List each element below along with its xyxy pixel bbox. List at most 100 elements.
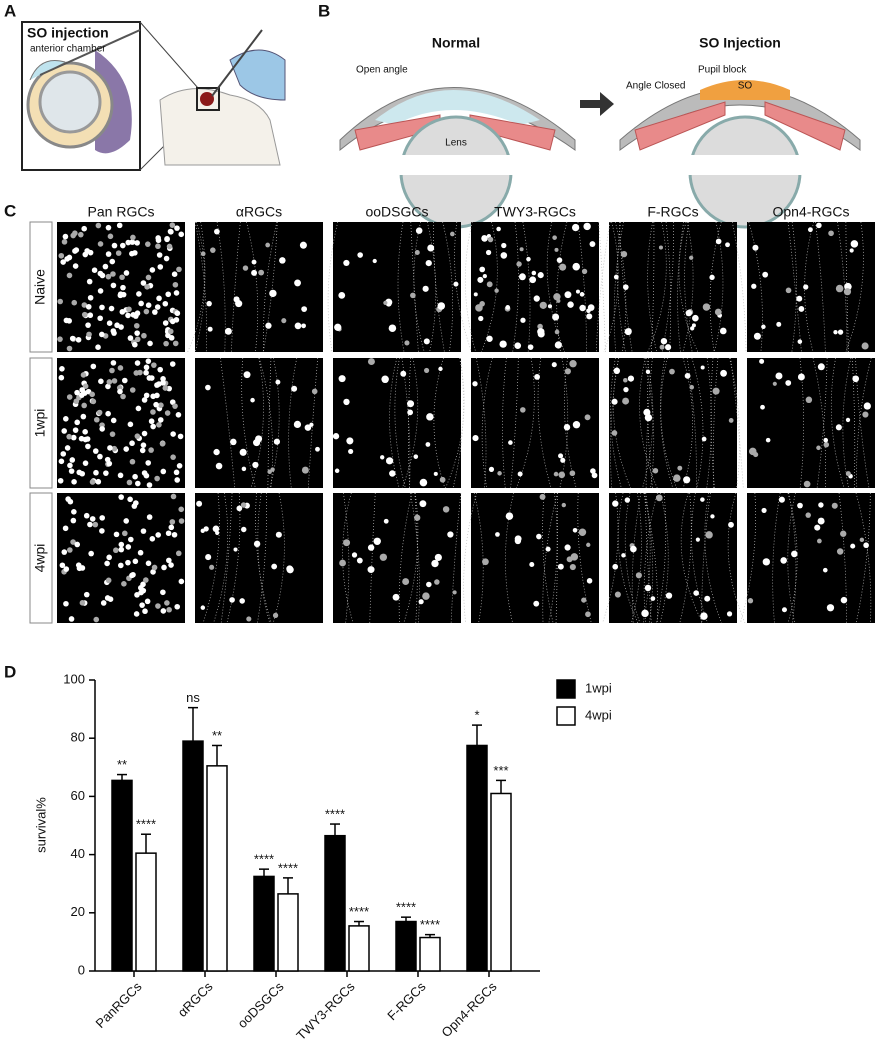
cell	[683, 476, 691, 484]
cell	[156, 252, 163, 258]
cell	[85, 303, 92, 310]
cell	[134, 240, 140, 246]
cell	[156, 422, 162, 428]
cell	[105, 410, 111, 417]
cell	[170, 431, 176, 437]
cell	[673, 474, 681, 482]
cell	[140, 280, 147, 286]
bar	[395, 920, 417, 972]
cell	[407, 400, 415, 408]
cell	[475, 304, 483, 312]
cell	[110, 417, 117, 424]
y-tick-label: 20	[71, 904, 85, 919]
cell	[472, 381, 478, 387]
cell	[652, 467, 659, 474]
cell	[613, 367, 621, 375]
cell	[110, 360, 117, 366]
cell	[572, 527, 578, 533]
cell	[79, 387, 85, 393]
cell	[196, 500, 203, 507]
cell	[835, 284, 844, 293]
cell	[104, 595, 111, 601]
cell	[157, 264, 164, 270]
cell	[105, 577, 112, 584]
cell	[836, 548, 844, 555]
cell	[265, 322, 272, 329]
cell	[117, 292, 124, 299]
cell	[166, 557, 172, 564]
cell	[128, 536, 134, 543]
significance-label: ****	[349, 904, 369, 919]
cell	[665, 344, 672, 351]
cell	[132, 250, 138, 256]
cell	[644, 413, 653, 422]
neurite	[748, 221, 763, 353]
cell	[514, 537, 522, 545]
cell	[762, 558, 771, 566]
cell	[168, 562, 174, 568]
cell	[533, 295, 540, 302]
x-tick-label: PanRGCs	[93, 979, 145, 1031]
cell	[250, 397, 255, 403]
y-tick-label: 0	[78, 962, 85, 977]
cell	[172, 340, 179, 347]
cell	[132, 473, 138, 480]
cell	[423, 338, 430, 345]
cell	[235, 300, 243, 308]
cell	[75, 336, 82, 343]
cell	[87, 312, 94, 319]
cell	[529, 561, 535, 568]
cell	[529, 276, 537, 284]
cell	[172, 281, 179, 288]
cell	[537, 323, 543, 330]
bar	[206, 765, 228, 972]
cell	[518, 273, 526, 281]
cell	[343, 259, 350, 267]
cell	[125, 559, 131, 566]
cell	[174, 603, 181, 610]
cell	[533, 600, 540, 607]
cell	[167, 328, 174, 335]
cell	[720, 369, 727, 377]
significance-label: *	[474, 708, 479, 723]
cell	[173, 469, 180, 476]
cell	[537, 328, 545, 336]
cell	[143, 364, 150, 371]
cell	[160, 376, 166, 382]
cell	[570, 553, 579, 561]
x-tick-label: αRGCs	[175, 979, 216, 1020]
cell	[845, 417, 851, 423]
cell	[70, 517, 77, 524]
cell	[87, 521, 93, 528]
cell	[388, 324, 397, 332]
cell	[134, 310, 141, 317]
legend-label: 1wpi	[585, 680, 612, 695]
cell	[91, 267, 98, 273]
cell	[434, 553, 442, 562]
cell	[210, 247, 216, 253]
cell	[425, 259, 432, 267]
cell	[107, 445, 113, 451]
cell	[134, 480, 141, 487]
cell	[833, 329, 838, 335]
cell	[120, 284, 126, 291]
cell	[712, 387, 720, 395]
cell	[134, 336, 141, 343]
cell	[785, 380, 792, 386]
cell	[84, 436, 91, 442]
cell	[439, 476, 446, 483]
cell	[58, 458, 65, 465]
cell	[161, 564, 167, 571]
cell	[684, 373, 691, 379]
cell	[567, 301, 574, 308]
column-label: TWY3-RGCs	[494, 204, 576, 220]
cell	[61, 428, 67, 434]
cell	[132, 558, 139, 565]
cell	[402, 578, 410, 586]
cell	[82, 251, 89, 258]
cell	[127, 335, 134, 341]
cell	[113, 547, 119, 554]
cell	[139, 447, 146, 454]
x-tick-label: ooDSGCs	[235, 979, 287, 1031]
cell	[117, 472, 124, 479]
